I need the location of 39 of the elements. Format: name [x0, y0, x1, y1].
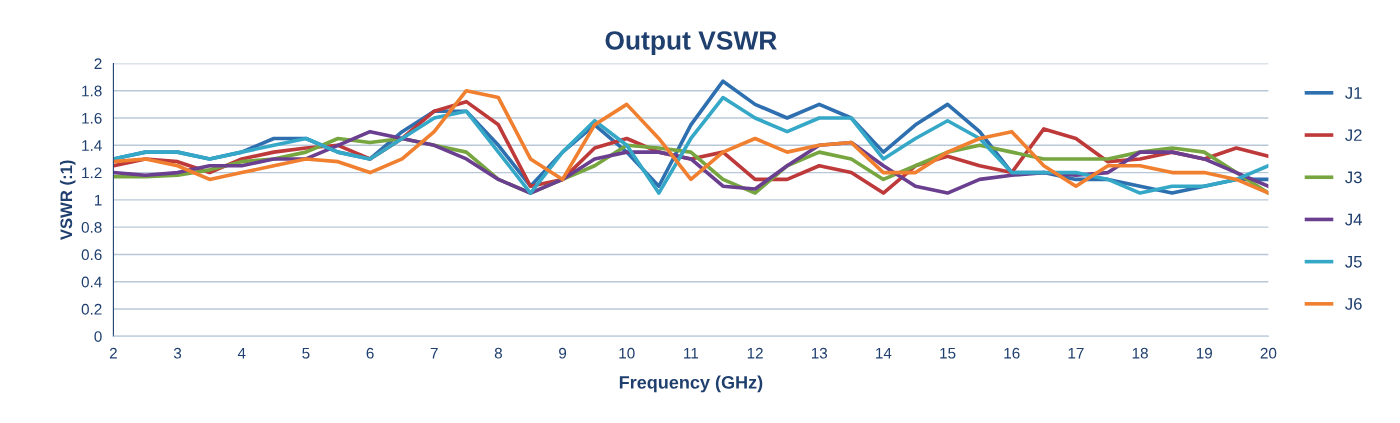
y-tick-label: 0.6	[81, 249, 102, 261]
y-tick-label: 1.8	[82, 85, 102, 97]
y-tick-label: 1	[94, 194, 102, 206]
legend-label: J6	[1345, 298, 1362, 310]
legend-label: J3	[1345, 171, 1362, 184]
x-tick-label: 4	[237, 347, 246, 359]
y-tick-label: 1.2	[82, 167, 102, 179]
y-tick-label: 1.4	[82, 140, 102, 151]
x-tick-label: 10	[619, 347, 635, 359]
chart-title: Output VSWR	[605, 31, 777, 56]
y-tick-label: 1.6	[82, 112, 102, 124]
x-axis-title: Frequency (GHz)	[619, 375, 763, 393]
x-tick-label: 3	[173, 347, 182, 359]
x-tick-label: 20	[1260, 347, 1277, 359]
x-tick-label: 14	[876, 347, 892, 359]
x-tick-label: 9	[559, 347, 567, 359]
legend-label: J4	[1345, 213, 1362, 226]
legend-label: J5	[1345, 256, 1362, 268]
x-tick-label: 7	[430, 347, 438, 359]
legend-label: J2	[1345, 129, 1362, 142]
x-tick-label: 11	[684, 347, 699, 359]
x-tick-label: 12	[747, 347, 763, 359]
y-tick-label: 0.8	[81, 222, 102, 233]
x-tick-label: 13	[811, 347, 828, 359]
x-tick-label: 6	[366, 347, 374, 359]
x-tick-label: 17	[1068, 347, 1084, 359]
y-tick-label: 2	[94, 58, 102, 69]
x-tick-label: 18	[1132, 347, 1148, 359]
x-tick-label: 2	[109, 347, 117, 359]
x-tick-label: 16	[1004, 347, 1020, 359]
y-tick-label: 0.4	[81, 276, 102, 288]
y-tick-label: 0.2	[81, 303, 102, 315]
legend-label: J1	[1345, 87, 1362, 99]
y-tick-label: 0	[94, 331, 102, 342]
x-tick-label: 8	[494, 347, 502, 359]
x-tick-label: 5	[302, 347, 310, 359]
x-tick-label: 15	[940, 347, 956, 359]
y-axis-title: VSWR (:1)	[59, 160, 76, 241]
x-tick-label: 19	[1196, 347, 1213, 359]
